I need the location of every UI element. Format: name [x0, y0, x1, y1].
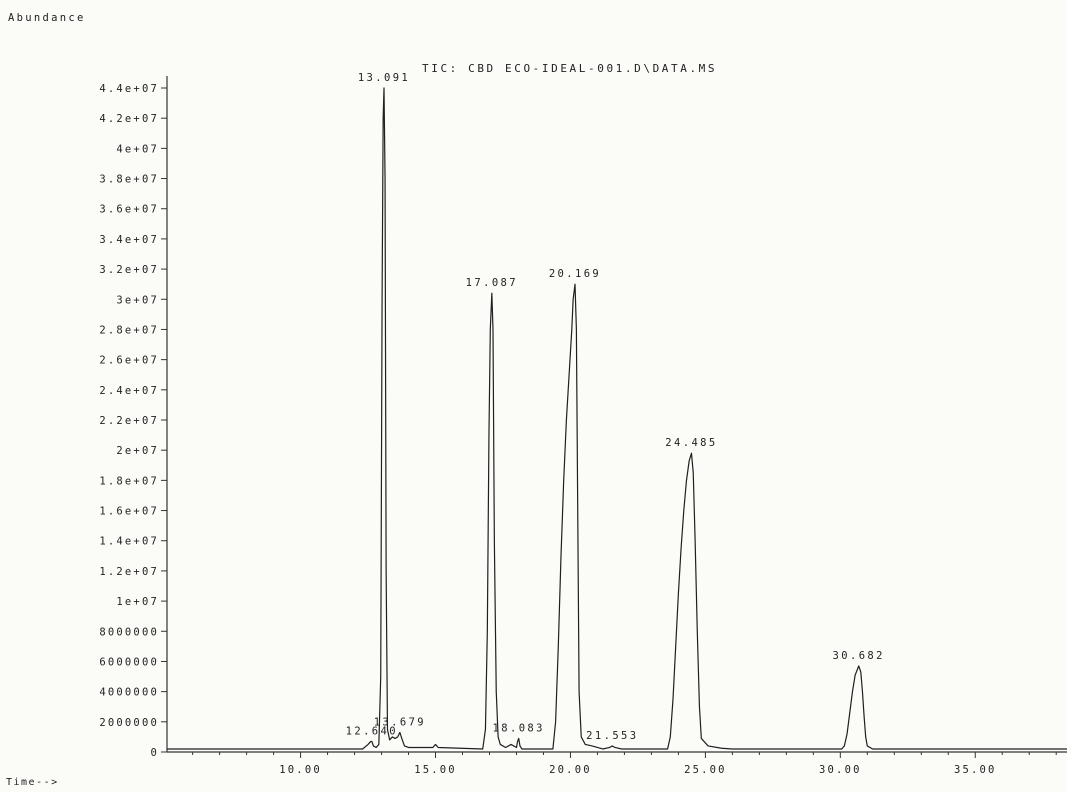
y-tick-label: 1.8e+07: [99, 475, 159, 487]
y-tick-label: 4e+07: [116, 143, 159, 155]
x-tick-label: 20.00: [549, 764, 592, 776]
peak-label: 18.083: [493, 722, 545, 734]
tic-trace: [167, 87, 1067, 750]
y-tick-label: 4000000: [99, 687, 159, 699]
axes-group: [166, 76, 1067, 753]
peak-label: 12.640: [346, 725, 398, 737]
y-tick-label: 3.4e+07: [99, 234, 159, 246]
y-tick-label: 2.2e+07: [99, 415, 159, 427]
y-tick-label: 0: [150, 747, 159, 759]
peak-labels-group: 12.640 13.091 13.679 17.087 18.083 20.169 21.5…: [346, 72, 885, 742]
x-tick-label: 25.00: [684, 764, 727, 776]
y-tick-label: 3e+07: [116, 294, 159, 306]
peak-label: 13.679: [374, 716, 426, 728]
y-tick-label: 4.4e+07: [99, 83, 159, 95]
y-tick-label: 1.2e+07: [99, 566, 159, 578]
peak-label: 13.091: [358, 72, 410, 84]
peak-label: 20.169: [549, 268, 601, 280]
y-tick-label: 6000000: [99, 656, 159, 668]
x-ticks-group: 10.00 15.00 20.00 25.00 30.00 35.00: [192, 752, 1057, 776]
y-tick-label: 2.4e+07: [99, 385, 159, 397]
y-ticks-group: 0 2000000 4000000 6000000 8000000 1e+07 1.2e+0…: [99, 83, 167, 759]
chart-title: TIC: CBD ECO-IDEAL-001.D\DATA.MS: [422, 62, 718, 75]
y-tick-label: 3.8e+07: [99, 174, 159, 186]
peak-label: 30.682: [833, 650, 885, 662]
x-tick-label: 30.00: [819, 764, 862, 776]
y-axis-label: Abundance: [8, 12, 86, 24]
peak-label: 24.485: [665, 437, 717, 449]
y-tick-label: 1.4e+07: [99, 536, 159, 548]
peak-label: 17.087: [466, 277, 518, 289]
x-tick-label: 15.00: [414, 764, 457, 776]
y-tick-label: 2.8e+07: [99, 324, 159, 336]
y-tick-label: 4.2e+07: [99, 113, 159, 125]
y-tick-label: 3.2e+07: [99, 264, 159, 276]
y-tick-label: 1.6e+07: [99, 506, 159, 518]
y-tick-label: 3.6e+07: [99, 204, 159, 216]
trace-group: [167, 87, 1067, 750]
x-axis-label: Time-->: [6, 777, 59, 788]
x-tick-label: 35.00: [954, 764, 997, 776]
y-tick-label: 2e+07: [116, 445, 159, 457]
y-tick-label: 1e+07: [116, 596, 159, 608]
y-tick-label: 2000000: [99, 717, 159, 729]
y-tick-label: 2.6e+07: [99, 355, 159, 367]
y-tick-label: 8000000: [99, 626, 159, 638]
peak-label: 21.553: [586, 730, 638, 742]
x-tick-label: 10.00: [279, 764, 322, 776]
